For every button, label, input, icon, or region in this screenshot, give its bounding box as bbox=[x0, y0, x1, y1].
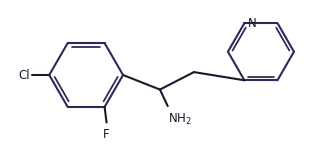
Text: F: F bbox=[103, 128, 110, 141]
Text: Cl: Cl bbox=[18, 69, 30, 81]
Text: NH$_2$: NH$_2$ bbox=[168, 112, 191, 127]
Text: N: N bbox=[248, 17, 257, 30]
